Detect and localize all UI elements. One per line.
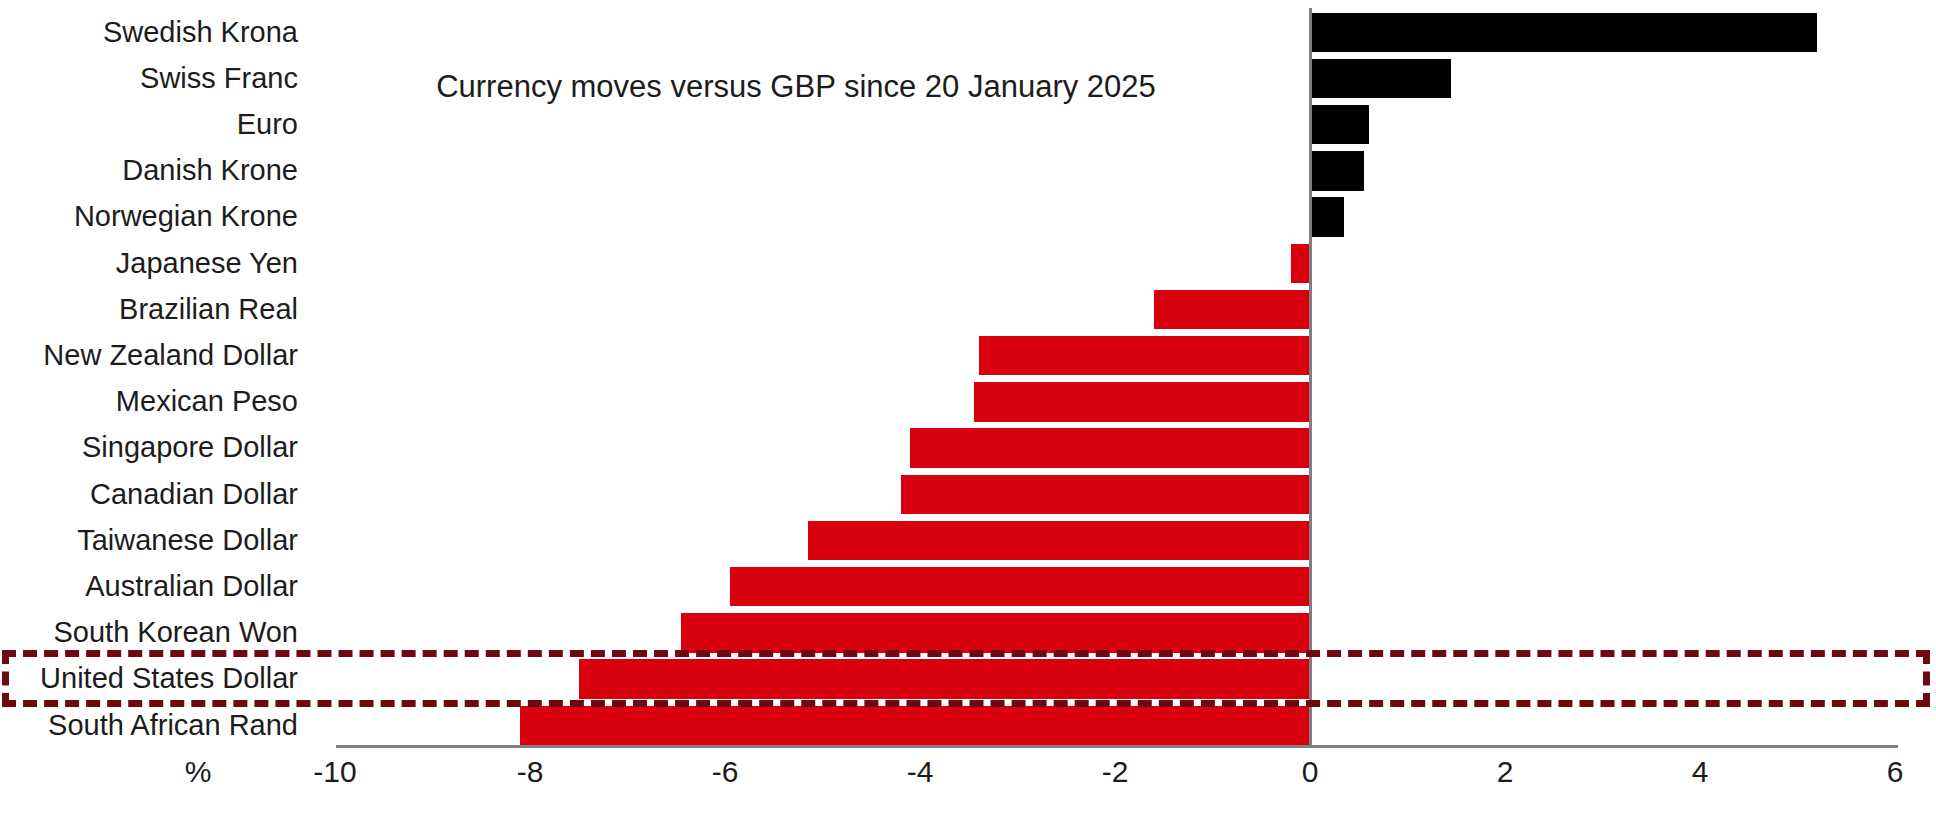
bar-norwegian-krone [1310, 197, 1344, 237]
bar-swedish-krona [1310, 13, 1817, 53]
bar-south-korean-won [681, 613, 1310, 653]
highlight-box-united-states-dollar [2, 650, 1930, 707]
category-label-south-african-rand: South African Rand [0, 706, 298, 746]
bar-brazilian-real [1154, 290, 1310, 330]
category-label-taiwanese-dollar: Taiwanese Dollar [0, 521, 298, 561]
bar-canadian-dollar [901, 475, 1311, 515]
x-tick-4: 4 [1692, 754, 1709, 790]
category-label-swiss-franc: Swiss Franc [0, 59, 298, 99]
bar-japanese-yen [1291, 244, 1311, 284]
bar-new-zealand-dollar [979, 336, 1311, 376]
x-tick-minus-2: -2 [1102, 754, 1129, 790]
x-tick-minus-4: -4 [907, 754, 934, 790]
category-label-swedish-krona: Swedish Krona [0, 13, 298, 53]
category-label-south-korean-won: South Korean Won [0, 613, 298, 653]
x-tick-2: 2 [1497, 754, 1514, 790]
bar-swiss-franc [1310, 59, 1451, 99]
x-tick-0: 0 [1302, 754, 1319, 790]
bar-australian-dollar [730, 567, 1310, 607]
bar-euro [1310, 105, 1369, 145]
bar-taiwanese-dollar [808, 521, 1310, 561]
bar-singapore-dollar [910, 428, 1310, 468]
category-label-mexican-peso: Mexican Peso [0, 382, 298, 422]
category-label-brazilian-real: Brazilian Real [0, 290, 298, 330]
category-label-euro: Euro [0, 105, 298, 145]
x-tick-minus-8: -8 [517, 754, 544, 790]
category-label-danish-krone: Danish Krone [0, 151, 298, 191]
bar-danish-krone [1310, 151, 1364, 191]
zero-axis-line [1309, 8, 1312, 748]
category-label-canadian-dollar: Canadian Dollar [0, 475, 298, 515]
chart-title: Currency moves versus GBP since 20 Janua… [336, 68, 1256, 106]
category-label-australian-dollar: Australian Dollar [0, 567, 298, 607]
x-tick-minus-6: -6 [712, 754, 739, 790]
category-label-new-zealand-dollar: New Zealand Dollar [0, 336, 298, 376]
x-tick-minus-10: -10 [313, 754, 356, 790]
x-axis-unit-label: % [185, 754, 212, 790]
bar-south-african-rand [520, 706, 1310, 746]
category-label-norwegian-krone: Norwegian Krone [0, 197, 298, 237]
x-axis-line [336, 745, 1898, 748]
currency-bar-chart: Currency moves versus GBP since 20 Janua… [0, 0, 1936, 818]
bar-mexican-peso [974, 382, 1310, 422]
x-tick-6: 6 [1887, 754, 1904, 790]
category-label-singapore-dollar: Singapore Dollar [0, 428, 298, 468]
category-label-japanese-yen: Japanese Yen [0, 244, 298, 284]
